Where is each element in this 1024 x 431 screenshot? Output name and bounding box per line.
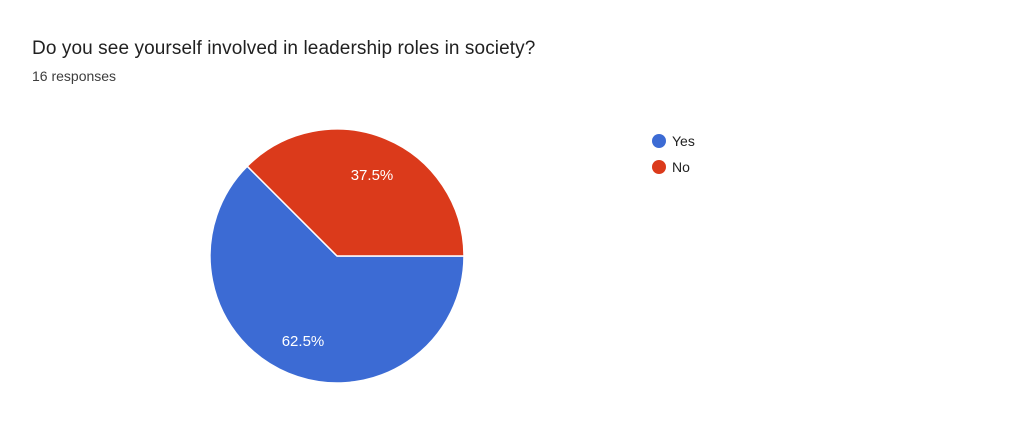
pie-chart-svg: 37.5% 62.5% xyxy=(209,128,465,384)
legend-item-no: No xyxy=(652,154,695,180)
legend-label-yes: Yes xyxy=(672,133,695,149)
legend: Yes No xyxy=(652,128,695,180)
pie-slice-no[interactable] xyxy=(246,128,465,257)
legend-label-no: No xyxy=(672,159,690,175)
question-title: Do you see yourself involved in leadersh… xyxy=(32,38,536,59)
pie-slice-yes[interactable] xyxy=(209,165,465,384)
pie-chart: 37.5% 62.5% xyxy=(209,128,465,384)
legend-item-yes: Yes xyxy=(652,128,695,154)
pie-label-no: 37.5% xyxy=(351,167,394,184)
legend-swatch-no-icon xyxy=(652,160,666,174)
responses-count: 16 responses xyxy=(32,68,117,84)
pie-label-yes: 62.5% xyxy=(282,333,325,350)
legend-swatch-yes-icon xyxy=(652,134,666,148)
